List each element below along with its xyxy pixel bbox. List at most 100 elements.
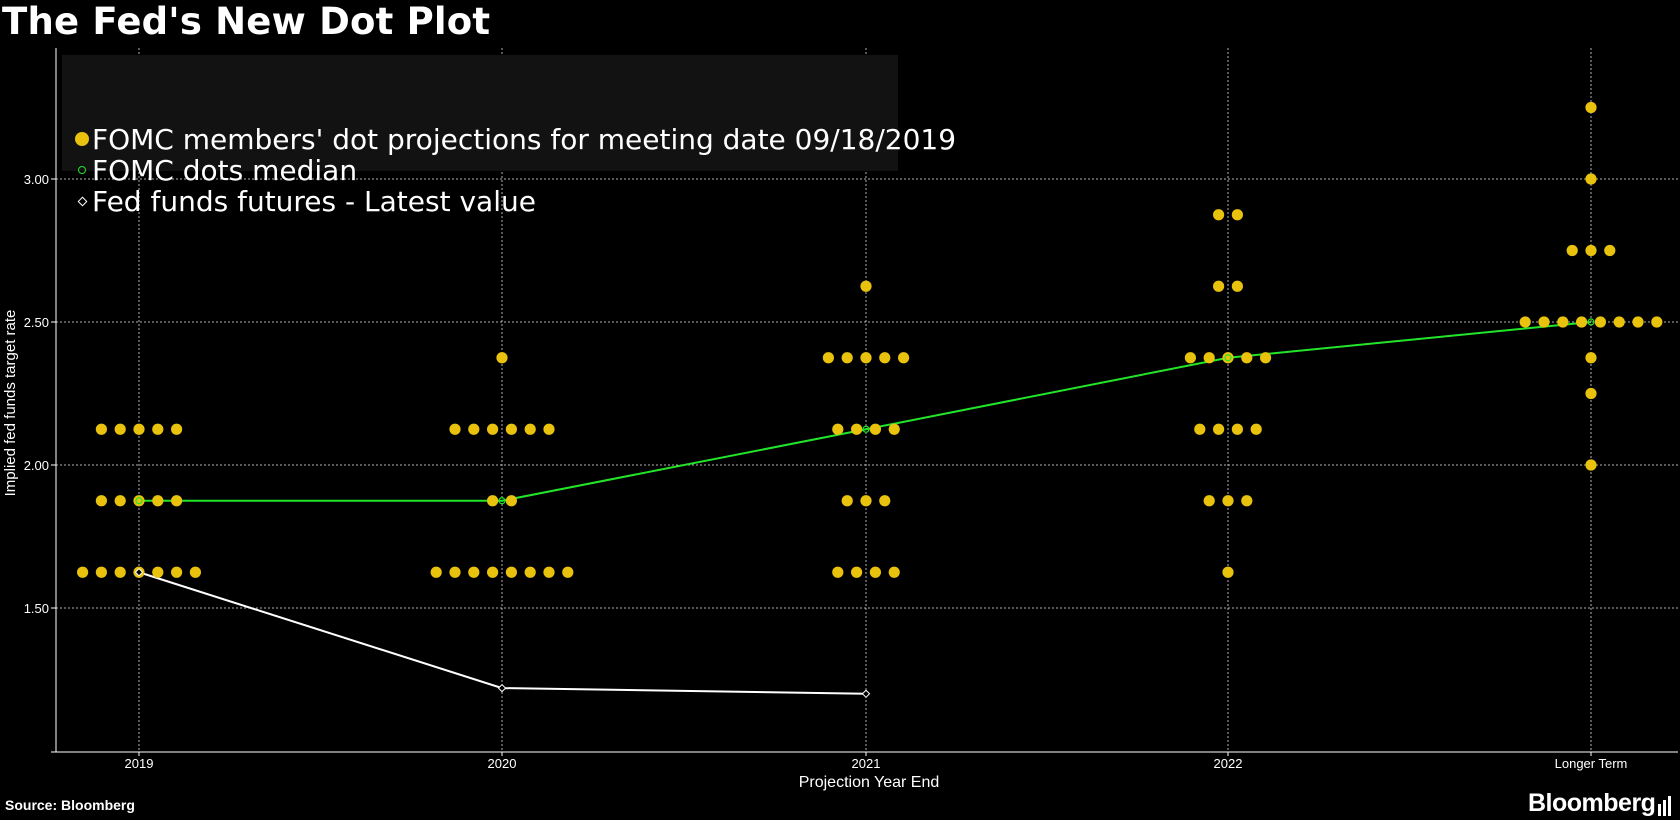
dot-projection <box>841 495 853 507</box>
dot-projection <box>505 566 517 578</box>
dot-projection <box>77 566 89 578</box>
dot-projection <box>468 423 480 435</box>
dot-projection <box>152 423 164 435</box>
dot-projection <box>133 423 145 435</box>
dot-projections <box>77 101 1663 699</box>
dot-projection <box>1194 423 1206 435</box>
dot-projection <box>1594 316 1606 328</box>
x-axis-title: Projection Year End <box>799 774 940 791</box>
dot-projection <box>95 495 107 507</box>
dot-projection <box>860 495 872 507</box>
y-tick-label: 2.00 <box>24 458 49 473</box>
dot-projection <box>1585 352 1597 364</box>
dot-projection <box>487 495 499 507</box>
dot-projection <box>1241 352 1253 364</box>
futures-marker <box>134 568 144 577</box>
dot-projection <box>487 566 499 578</box>
dot-projection <box>1604 244 1616 257</box>
dot-projection <box>1231 423 1243 435</box>
dot-projection <box>1203 352 1215 364</box>
dot-projection <box>1651 316 1663 328</box>
dot-projection <box>841 352 853 364</box>
dot-projection <box>152 566 164 578</box>
dot-projection <box>1213 423 1225 435</box>
legend-label-futures: Fed funds futures - Latest value <box>92 184 536 218</box>
dot-projection <box>860 352 872 364</box>
dot-projection <box>524 566 536 578</box>
dot-projection <box>1184 352 1196 364</box>
median-marker <box>862 425 870 433</box>
dot-projection <box>1538 316 1550 328</box>
dot-projection <box>133 495 145 507</box>
dot-projection <box>1260 352 1272 364</box>
x-tick-label: Longer Term <box>1555 756 1628 771</box>
y-tick-label: 2.50 <box>24 315 49 330</box>
dot-projection <box>1222 566 1234 578</box>
dot-projection <box>1203 495 1215 507</box>
x-tick-label: 2021 <box>852 756 881 771</box>
legend-label-median: FOMC dots median <box>92 153 358 187</box>
dot-projection <box>1613 316 1625 328</box>
axes <box>51 48 1678 756</box>
dot-projection <box>505 495 517 507</box>
dot-projection <box>869 566 882 578</box>
dot-projection <box>822 352 835 364</box>
median-marker <box>498 497 506 505</box>
dot-projection <box>449 423 461 435</box>
dot-projection <box>832 566 844 578</box>
legend-item-dots: FOMC members' dot projections for meetin… <box>74 122 957 156</box>
y-axis-title: Implied fed funds target rate <box>2 310 19 497</box>
dot-projection <box>430 566 442 578</box>
dot-projection <box>171 495 183 507</box>
dot-projection <box>171 566 183 578</box>
dot-projection <box>879 495 891 507</box>
axis-labels: 1.50 2.00 2.50 3.00 2019 2020 2021 2022 Longer T… <box>2 172 1627 791</box>
dot-projection <box>1566 244 1578 257</box>
dot-projection <box>1231 280 1243 292</box>
dot-projection <box>1213 209 1225 221</box>
median-marker <box>1224 354 1232 362</box>
dot-projection <box>1222 495 1234 507</box>
y-tick-label: 1.50 <box>24 601 49 616</box>
dot-projection <box>152 495 164 507</box>
dot-projection <box>114 495 126 507</box>
dot-projection <box>879 352 891 364</box>
legend: FOMC members' dot projections for meetin… <box>62 55 956 218</box>
dot-projection <box>487 423 499 435</box>
yellow-dot-icon <box>74 131 90 147</box>
dot-projection <box>543 566 555 578</box>
dot-projection <box>851 423 863 435</box>
source-note: Source: Bloomberg <box>5 797 135 813</box>
dot-projection <box>898 352 910 364</box>
dot-projection <box>851 566 863 578</box>
x-tick-label: 2019 <box>125 756 154 771</box>
futures-marker <box>497 683 507 693</box>
dot-projection <box>1585 101 1597 114</box>
dot-projection <box>468 566 480 578</box>
dot-projection <box>524 423 536 435</box>
median-line <box>139 321 1592 502</box>
dot-projection <box>449 566 461 578</box>
dot-projection <box>1222 352 1234 364</box>
dot-projection <box>1231 209 1243 221</box>
dot-projection <box>189 566 201 578</box>
chart-title: The Fed's New Dot Plot <box>2 0 491 43</box>
green-ring-icon <box>74 162 90 178</box>
dot-projection <box>543 423 555 435</box>
dot-projection <box>888 566 900 578</box>
dot-projection <box>888 423 900 435</box>
dot-projection <box>562 566 574 578</box>
median-marker <box>1587 318 1595 326</box>
dot-projection <box>505 423 517 435</box>
dot-projection <box>1557 316 1569 328</box>
legend-item-futures: Fed funds futures - Latest value <box>74 184 536 218</box>
dot-projection <box>171 423 183 435</box>
dot-projection <box>1632 316 1644 328</box>
dot-projection <box>860 280 872 292</box>
dot-projection <box>1519 316 1531 328</box>
dot-projection <box>832 423 844 435</box>
dot-projection <box>1576 316 1588 328</box>
dot-projection <box>1585 173 1597 185</box>
dot-projection <box>114 566 126 578</box>
legend-label-dots: FOMC members' dot projections for meetin… <box>92 122 957 156</box>
